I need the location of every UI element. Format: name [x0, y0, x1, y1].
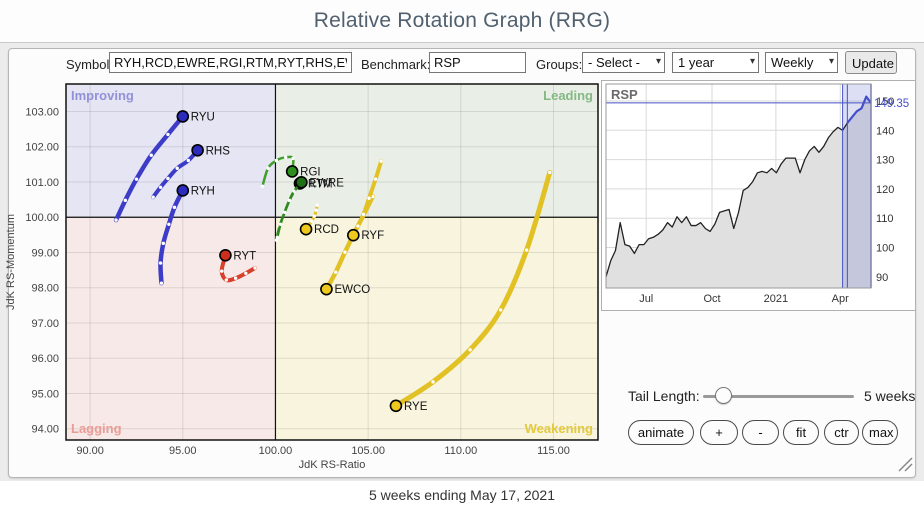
- svg-text:149.35: 149.35: [874, 98, 909, 110]
- zoom-out-button[interactable]: -: [742, 420, 779, 445]
- svg-text:RHS: RHS: [206, 145, 231, 157]
- rrg-symbol-RGI[interactable]: RGI: [260, 155, 321, 188]
- svg-text:140: 140: [876, 125, 894, 137]
- title-bar: Relative Rotation Graph (RRG): [0, 0, 924, 43]
- chevron-down-icon: ▾: [655, 56, 661, 67]
- svg-text:100.00: 100.00: [25, 212, 59, 224]
- rrg-symbol-RHS[interactable]: RHS: [151, 143, 231, 200]
- svg-text:99.00: 99.00: [31, 247, 59, 259]
- svg-text:Lagging: Lagging: [71, 421, 122, 436]
- svg-text:RYT: RYT: [233, 250, 256, 262]
- svg-text:Jul: Jul: [639, 293, 653, 305]
- zoom-in-button[interactable]: +: [700, 420, 738, 445]
- rrg-symbol-RYH[interactable]: RYH: [158, 184, 215, 286]
- rrg-chart[interactable]: 90.00 95.00 100.00 105.00 110.00 115.00 94.00 9…: [0, 78, 604, 476]
- svg-text:RYU: RYU: [191, 111, 215, 123]
- tail-length-label: Tail Length:: [628, 388, 700, 404]
- symbols-input[interactable]: [109, 52, 352, 73]
- update-button[interactable]: Update: [845, 51, 897, 74]
- svg-text:RSP: RSP: [611, 87, 638, 102]
- page-title: Relative Rotation Graph (RRG): [313, 9, 611, 32]
- max-button[interactable]: max: [862, 420, 898, 445]
- svg-text:115.00: 115.00: [537, 445, 570, 457]
- svg-text:Oct: Oct: [703, 293, 720, 305]
- symbols-label: Symbols:: [66, 57, 120, 72]
- tail-length-value: 5 weeks: [864, 388, 916, 404]
- rrg-symbol-EWRE[interactable]: EWRE: [275, 176, 345, 240]
- resize-handle-icon[interactable]: [894, 453, 914, 473]
- svg-text:RYH: RYH: [191, 185, 215, 197]
- center-button[interactable]: ctr: [824, 420, 859, 445]
- rrg-symbol-RYU[interactable]: RYU: [113, 110, 215, 223]
- svg-text:JdK RS-Ratio: JdK RS-Ratio: [299, 459, 366, 471]
- svg-text:110.00: 110.00: [444, 445, 477, 457]
- svg-text:130: 130: [876, 155, 894, 167]
- svg-text:105.00: 105.00: [351, 445, 385, 457]
- svg-text:RTM: RTM: [308, 178, 333, 190]
- benchmark-price-chart[interactable]: 90 100 110 120 130 140 150 Jul Oct 2021 Apr RSP 149.…: [601, 80, 917, 312]
- svg-text:98.00: 98.00: [31, 283, 59, 295]
- animate-button[interactable]: animate: [628, 420, 694, 445]
- svg-text:94.00: 94.00: [31, 424, 59, 436]
- groups-label: Groups:: [536, 57, 583, 72]
- benchmark-input[interactable]: [429, 52, 526, 73]
- svg-text:100: 100: [876, 243, 894, 255]
- svg-text:90.00: 90.00: [76, 445, 104, 457]
- rrg-symbol-RYF[interactable]: RYF: [347, 159, 384, 242]
- svg-text:JdK RS-Momentum: JdK RS-Momentum: [5, 214, 17, 310]
- svg-text:RYE: RYE: [404, 401, 428, 413]
- svg-text:EWCO: EWCO: [334, 284, 370, 296]
- svg-text:95.00: 95.00: [31, 388, 59, 400]
- rrg-symbol-RCD[interactable]: RCD: [299, 203, 339, 237]
- benchmark-label: Benchmark:: [361, 57, 431, 72]
- chevron-down-icon: ▾: [749, 56, 755, 67]
- svg-text:RYF: RYF: [361, 230, 384, 242]
- svg-text:110: 110: [876, 213, 894, 225]
- svg-text:EWRE: EWRE: [309, 177, 344, 189]
- tail-length-slider-handle[interactable]: [715, 387, 732, 404]
- svg-text:100.00: 100.00: [259, 445, 293, 457]
- svg-text:90: 90: [876, 272, 888, 284]
- frequency-select-value: Weekly: [771, 55, 814, 70]
- svg-text:97.00: 97.00: [31, 318, 59, 330]
- svg-text:RGI: RGI: [300, 166, 320, 178]
- period-select-value: 1 year: [678, 55, 715, 70]
- svg-text:Improving: Improving: [71, 88, 134, 103]
- rrg-symbol-RYE[interactable]: RYE: [389, 169, 553, 413]
- svg-text:95.00: 95.00: [169, 445, 197, 457]
- fit-button[interactable]: fit: [783, 420, 819, 445]
- svg-text:RCD: RCD: [314, 224, 339, 236]
- date-range-caption: 5 weeks ending May 17, 2021: [368, 487, 555, 503]
- frequency-select[interactable]: Weekly ▾: [765, 52, 838, 73]
- rrg-symbol-RYT[interactable]: RYT: [219, 249, 258, 283]
- svg-text:101.00: 101.00: [25, 177, 59, 189]
- svg-text:96.00: 96.00: [31, 353, 59, 365]
- groups-select-value: - Select -: [588, 55, 641, 70]
- svg-text:Weakening: Weakening: [525, 421, 593, 436]
- svg-text:120: 120: [876, 184, 894, 196]
- svg-text:Apr: Apr: [832, 293, 849, 305]
- svg-text:2021: 2021: [764, 293, 788, 305]
- svg-text:Leading: Leading: [543, 88, 593, 103]
- svg-text:102.00: 102.00: [25, 142, 59, 154]
- svg-text:103.00: 103.00: [25, 106, 59, 118]
- period-select[interactable]: 1 year ▾: [672, 52, 759, 73]
- svg-text:150: 150: [876, 96, 894, 108]
- tail-length-slider-track[interactable]: [703, 395, 854, 398]
- chevron-down-icon: ▾: [828, 56, 834, 67]
- groups-select[interactable]: - Select - ▾: [582, 52, 665, 73]
